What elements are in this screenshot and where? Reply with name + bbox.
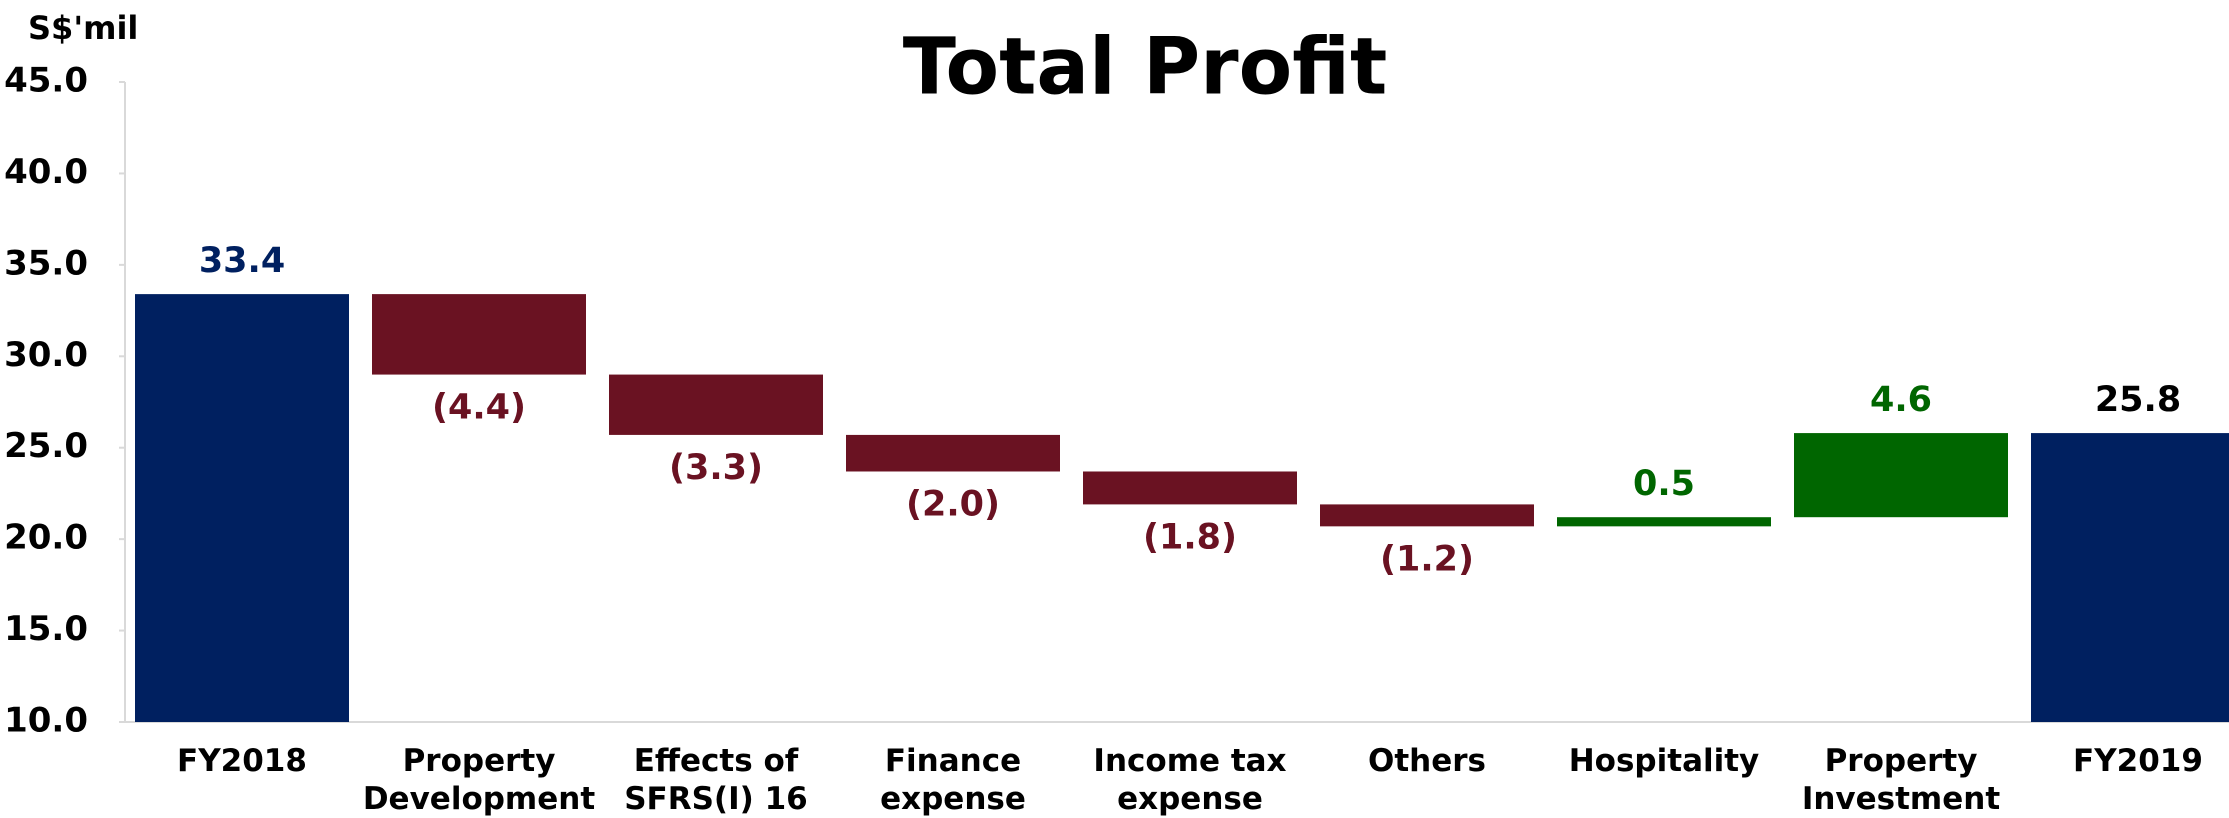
bar [2031,433,2229,722]
y-tick-label: 40.0 [4,152,88,192]
bar [1320,504,1534,527]
data-label: 25.8 [2095,380,2181,420]
y-tick-label: 20.0 [4,518,88,558]
x-tick-label: Effects of SFRS(I) 16 [624,743,808,817]
x-tick-label: Property Investment [1801,743,2001,817]
bar [1794,433,2008,518]
y-tick-label: 10.0 [4,701,88,741]
data-label: 0.5 [1633,464,1695,504]
y-axis-label: S$'mil [28,9,138,47]
x-tick-label: Others [1367,743,1486,779]
chart-title: Total Profit [903,22,1388,112]
y-tick-label: 25.0 [4,426,88,466]
data-label: 4.6 [1870,380,1932,420]
data-label: (4.4) [432,388,526,428]
data-label: (1.2) [1380,539,1474,579]
y-tick-label: 45.0 [4,61,88,101]
bar [372,294,586,375]
y-tick-label: 15.0 [4,609,88,649]
x-tick-label: FY2018 [177,743,307,779]
bar [846,434,1060,472]
bar [609,374,823,435]
x-tick-label: Finance expense [880,743,1026,817]
bar [135,294,349,722]
data-label: (3.3) [669,448,763,488]
data-label: (2.0) [906,484,1000,524]
data-label: 33.4 [199,241,285,281]
x-tick-label: Income tax expense [1093,743,1287,817]
y-tick-label: 30.0 [4,335,88,375]
bar [1083,471,1297,505]
bar [1557,517,1771,527]
x-tick-label: Hospitality [1568,743,1760,779]
y-tick-label: 35.0 [4,243,88,283]
data-label: (1.8) [1143,517,1237,557]
x-tick-label: Property Development [362,743,596,817]
x-tick-label: FY2019 [2073,743,2203,779]
